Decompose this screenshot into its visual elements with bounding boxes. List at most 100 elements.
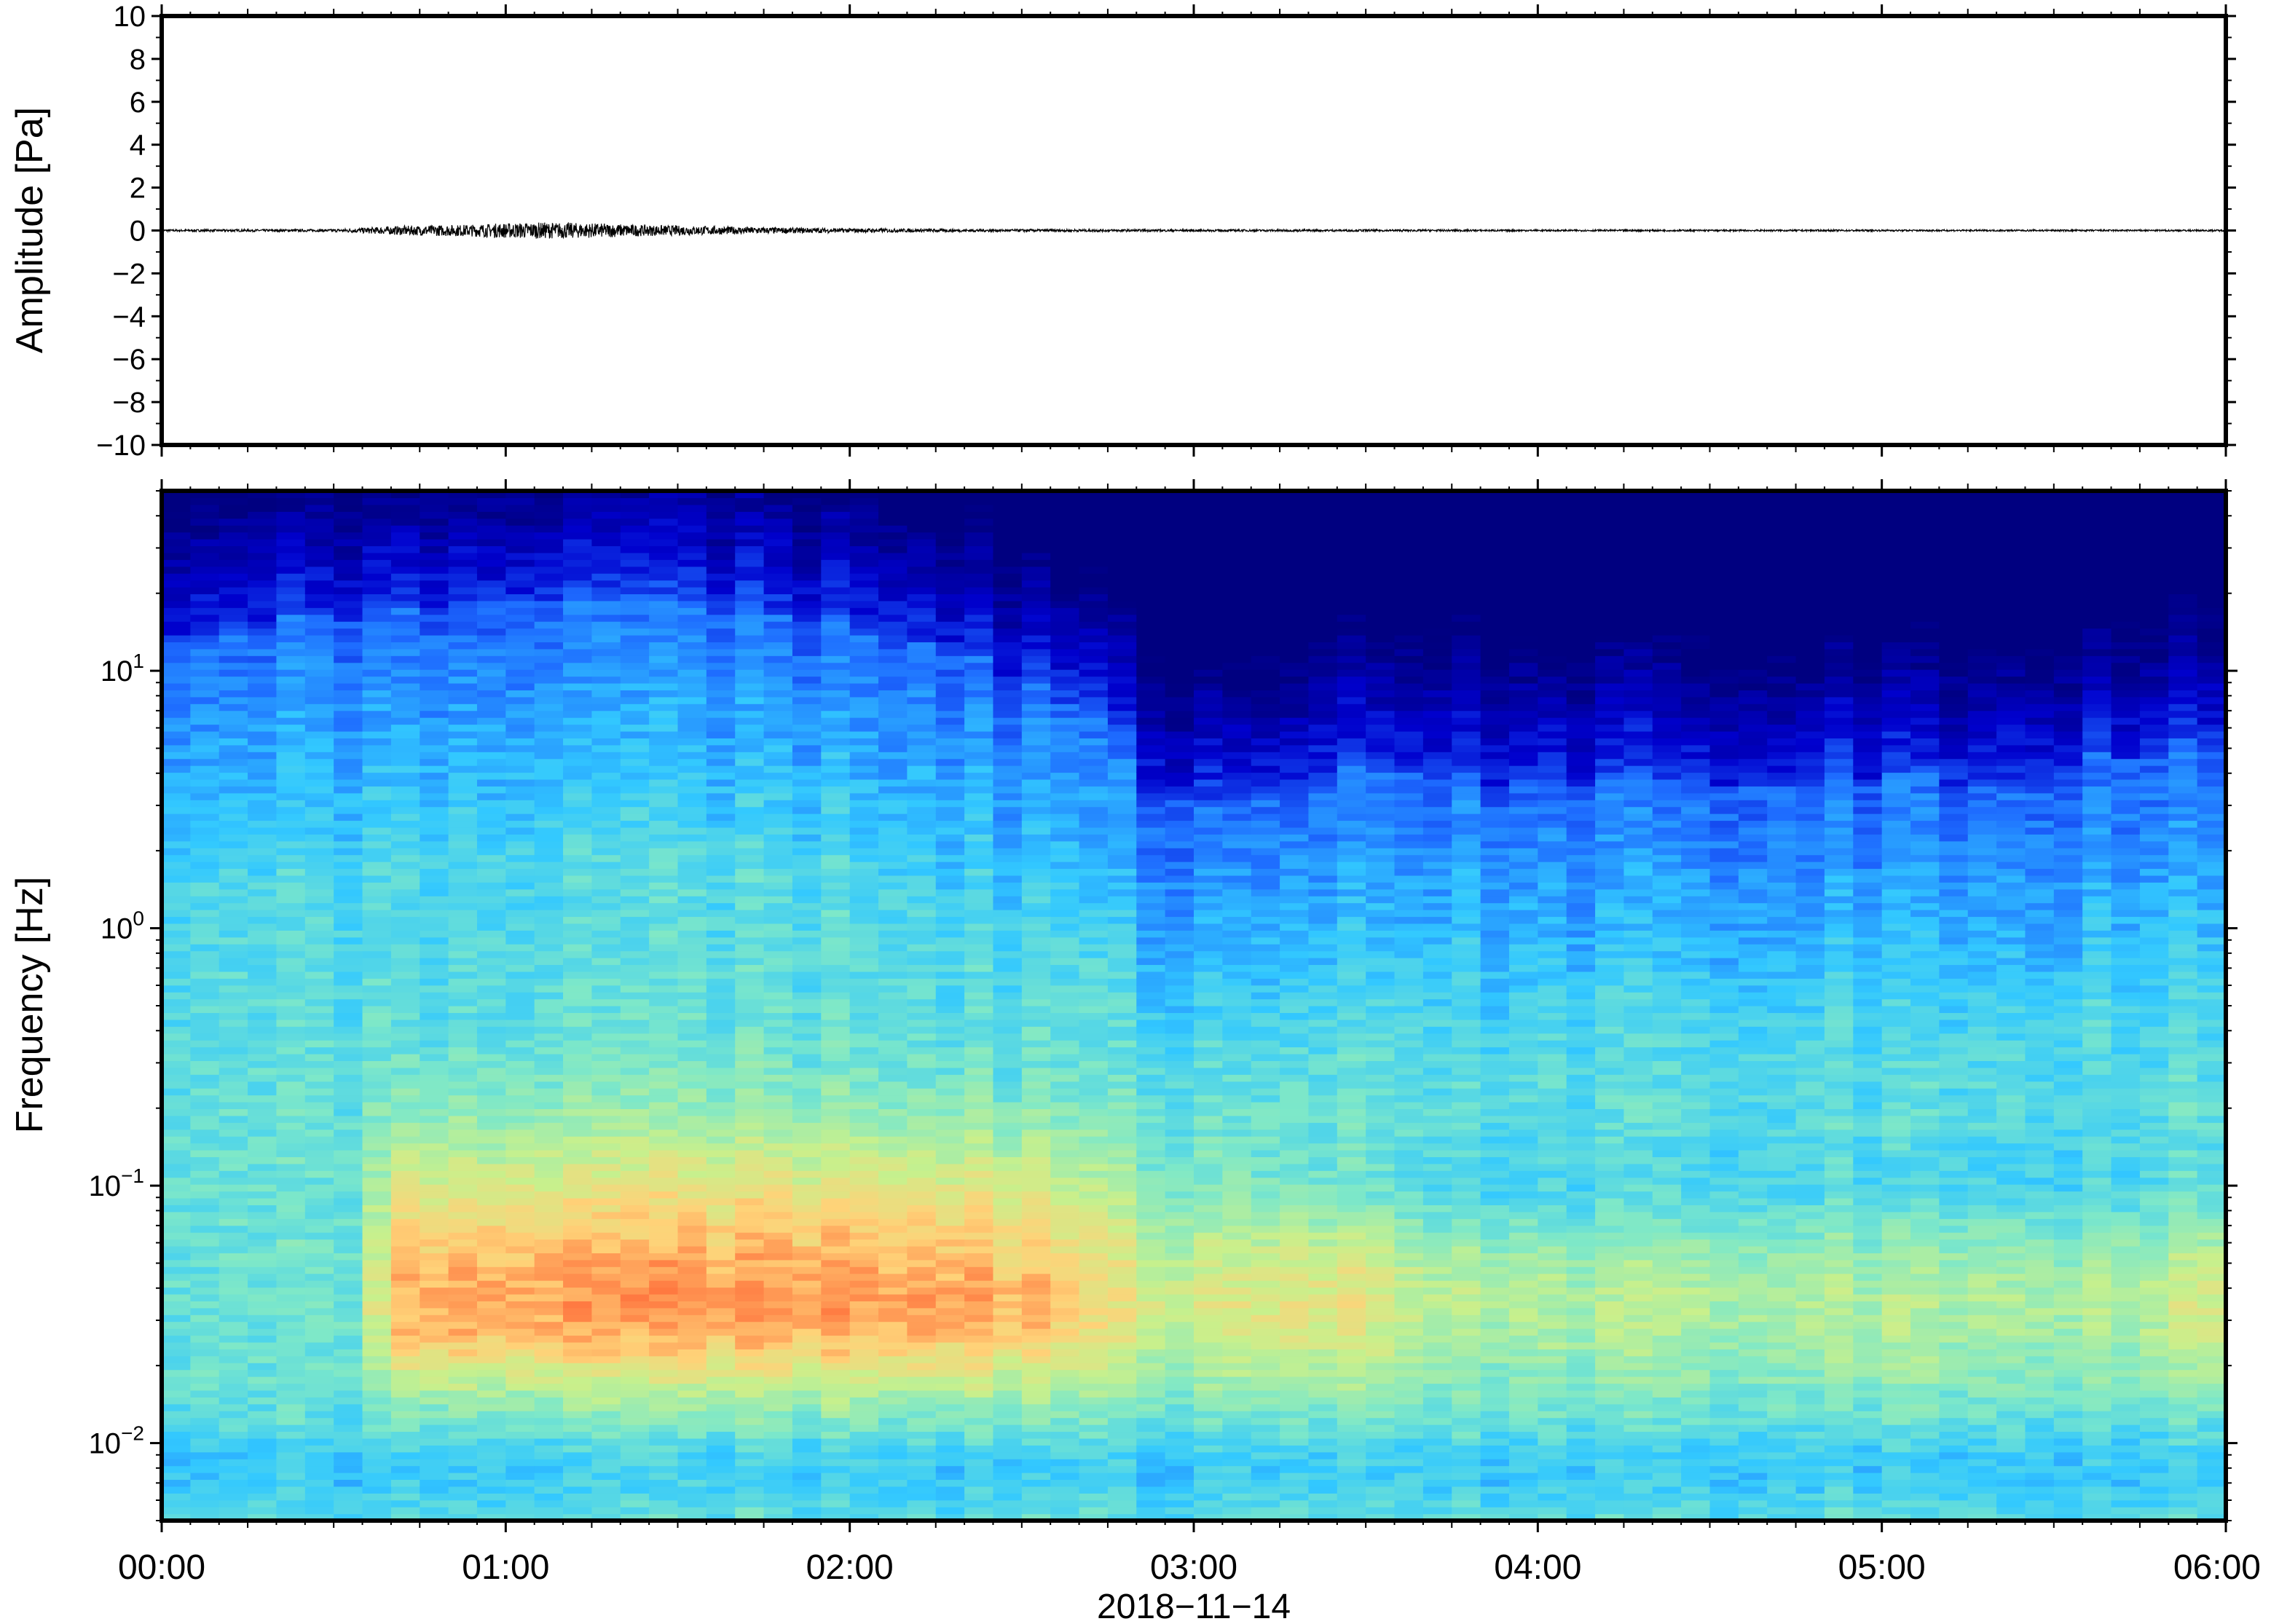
spectrogram-cell	[763, 923, 793, 931]
spectrogram-cell	[763, 1006, 793, 1014]
spectrogram-cell	[304, 710, 334, 718]
spectrogram-cell	[420, 1293, 449, 1301]
spectrogram-cell	[993, 1287, 1023, 1295]
spectrogram-cell	[907, 1122, 937, 1130]
spectrogram-cell	[219, 559, 248, 567]
spectrogram-cell	[276, 923, 306, 931]
spectrogram-cell	[448, 552, 478, 560]
spectrogram-cell	[935, 1163, 965, 1171]
spectrogram-cell	[849, 1376, 879, 1384]
spectrogram-cell	[620, 552, 650, 560]
spectrogram-cell	[390, 1184, 420, 1192]
spectrogram-cell	[362, 1101, 392, 1109]
spectrogram-cell	[649, 1431, 679, 1439]
spectrogram-cell	[677, 902, 707, 910]
spectrogram-cell	[420, 896, 449, 904]
spectrogram-cell	[476, 978, 506, 986]
spectrogram-cell	[476, 1136, 506, 1144]
spectrogram-cell	[964, 1060, 994, 1068]
spectrogram-cell	[792, 1177, 822, 1185]
spectrogram-cell	[448, 758, 478, 766]
spectrogram-cell	[1050, 779, 1080, 787]
spectrogram-cell	[304, 703, 334, 712]
spectrogram-cell	[849, 1273, 879, 1281]
spectrogram-cell	[677, 1445, 707, 1453]
spectrogram-cell	[792, 600, 822, 608]
spectrogram-cell	[390, 1081, 420, 1089]
spectrogram-cell	[792, 923, 822, 931]
spectrogram-cell	[849, 642, 879, 650]
spectrogram-cell	[878, 511, 908, 519]
spectrogram-cell	[1050, 1225, 1080, 1233]
spectrogram-cell	[476, 1417, 506, 1425]
spectrogram-cell	[706, 1390, 736, 1398]
spectrogram-cell	[1050, 1403, 1080, 1411]
spectrogram-cell	[935, 1293, 965, 1301]
spectrogram-cell	[390, 1280, 420, 1288]
spectrogram-cell	[935, 655, 965, 663]
spectrogram-cell	[334, 518, 363, 526]
spectrogram-cell	[162, 1301, 191, 1309]
spectrogram-cell	[878, 862, 908, 870]
spectrogram-cell	[821, 614, 851, 622]
spectrogram-cell	[993, 786, 1023, 794]
spectrogram-cell	[964, 765, 994, 773]
spectrogram-cell	[276, 1301, 306, 1309]
spectrogram-cell	[878, 1287, 908, 1295]
spectrogram-cell	[248, 1184, 278, 1192]
spectrogram-cell	[390, 752, 420, 760]
spectrogram-cell	[1021, 1376, 1051, 1384]
spectrogram-cell	[620, 1369, 650, 1377]
spectrogram-cell	[964, 545, 994, 553]
spectrogram-cell	[620, 559, 650, 567]
spectrogram-cell	[534, 1156, 564, 1164]
spectrogram-cell	[649, 717, 679, 725]
spectrogram-cell	[649, 1225, 679, 1233]
spectrogram-cell	[390, 1486, 420, 1494]
spectrogram-cell	[677, 1513, 707, 1521]
spectrogram-cell	[907, 1149, 937, 1157]
spectrogram-cell	[1050, 1411, 1080, 1419]
spectrogram-cell	[849, 868, 879, 876]
spectrogram-cell	[620, 1136, 650, 1144]
spectrogram-cell	[276, 882, 306, 890]
spectrogram-cell	[390, 642, 420, 650]
spectrogram-cell	[334, 848, 363, 856]
spectrogram-cell	[849, 1006, 879, 1014]
spectrogram-cell	[878, 1211, 908, 1219]
spectrogram-cell	[849, 1074, 879, 1082]
spectrogram-cell	[792, 1499, 822, 1507]
spectrogram-cell	[304, 1369, 334, 1377]
spectrogram-cell	[304, 552, 334, 560]
spectrogram-cell	[735, 978, 765, 986]
spectrogram-cell	[763, 813, 793, 821]
spectrogram-cell	[763, 1163, 793, 1171]
spectrogram-cell	[792, 1245, 822, 1253]
spectrogram-cell	[362, 690, 392, 698]
spectrogram-cell	[849, 964, 879, 972]
spectrogram-cell	[821, 566, 851, 574]
spectrogram-cell	[907, 1019, 937, 1027]
spectrogram-cell	[534, 1253, 564, 1261]
spectrogram-cell	[849, 614, 879, 622]
spectrogram-cell	[735, 532, 765, 540]
spectrogram-cell	[849, 1060, 879, 1068]
spectrogram-cell	[849, 1211, 879, 1219]
spectrogram-cell	[878, 1245, 908, 1253]
spectrogram-cell	[907, 676, 937, 684]
spectrogram-cell	[276, 1363, 306, 1371]
spectrogram-cell	[448, 1307, 478, 1315]
spectrogram-cell	[821, 1431, 851, 1439]
spectrogram-cell	[420, 792, 449, 800]
spectrogram-cell	[821, 744, 851, 752]
spectrogram-cell	[304, 1136, 334, 1144]
spectrogram-cell	[878, 1369, 908, 1377]
spectrogram-cell	[563, 930, 593, 938]
spectrogram-cell	[505, 614, 535, 622]
spectrogram-cell	[334, 1060, 363, 1068]
spectrogram-cell	[505, 538, 535, 547]
spectrogram-cell	[677, 559, 707, 567]
spectrogram-cell	[534, 634, 564, 642]
spectrogram-cell	[162, 902, 191, 910]
spectrogram-cell	[849, 744, 879, 752]
